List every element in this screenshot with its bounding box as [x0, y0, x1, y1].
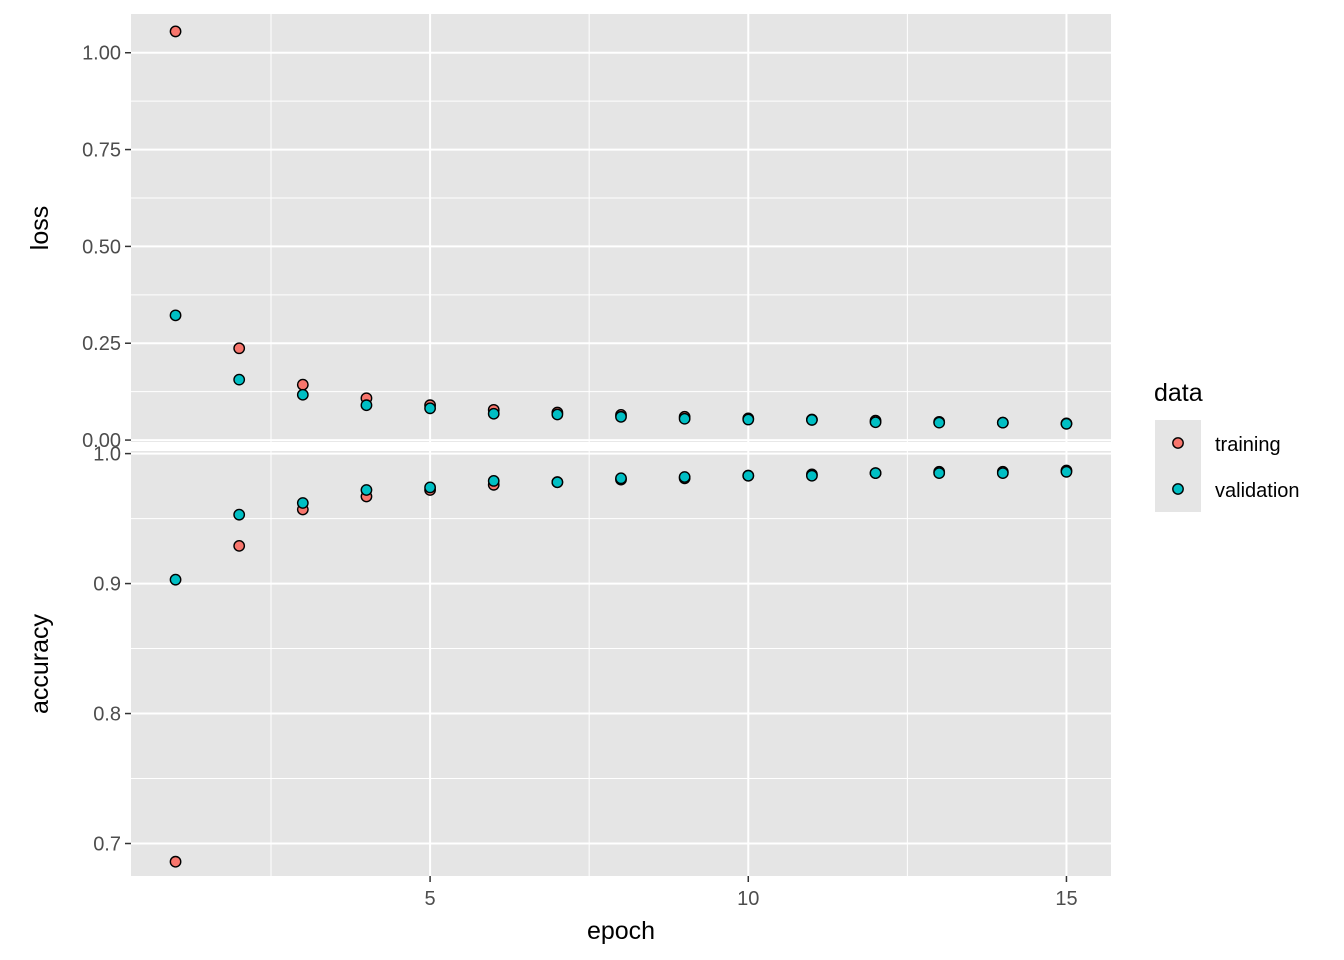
point-validation [615, 472, 627, 485]
y-tick-label: 0.00 [82, 430, 121, 452]
panel-background [131, 451, 1111, 876]
legend-key-training [1172, 437, 1184, 449]
point-validation [869, 416, 882, 429]
y-tick-label: 1.0 [93, 444, 121, 466]
y-tick-label: 1.00 [82, 43, 121, 65]
point-validation [424, 481, 436, 494]
legend: data training validation [1154, 379, 1300, 512]
point-validation [615, 410, 627, 423]
y-tick-label: 0.7 [93, 834, 121, 856]
point-validation [1060, 417, 1073, 430]
x-tick-label: 5 [425, 888, 436, 910]
x-axis-title: epoch [587, 917, 655, 945]
y-tick-label: 0.25 [82, 333, 121, 355]
accuracy-axis-title: accuracy [26, 613, 54, 714]
point-validation [360, 399, 373, 412]
point-validation [1060, 465, 1073, 478]
y-tick-label: 0.75 [82, 140, 121, 162]
x-tick-label: 10 [737, 888, 759, 910]
legend-title: data [1154, 379, 1203, 407]
point-validation [487, 407, 500, 420]
x-tick-label: 15 [1055, 888, 1077, 910]
legend-key-validation [1172, 483, 1184, 495]
legend-label-validation: validation [1215, 480, 1300, 502]
point-validation [296, 388, 309, 401]
point-training [296, 378, 309, 391]
point-validation [487, 474, 500, 487]
legend-label-training: training [1215, 434, 1281, 456]
loss-panel: 0.00 0.25 0.50 0.75 1.00 [82, 14, 1111, 452]
point-validation [551, 476, 564, 489]
point-validation [169, 309, 182, 322]
x-axis: 5 10 15 [425, 876, 1078, 910]
point-validation [933, 467, 946, 479]
point-validation [233, 373, 246, 386]
loss-axis-title: loss [26, 206, 54, 250]
point-validation [424, 402, 436, 415]
point-training [233, 539, 246, 552]
accuracy-panel: 0.7 0.8 0.9 1.0 [93, 444, 1111, 876]
panel-background [131, 14, 1111, 442]
y-tick-label: 0.8 [93, 704, 121, 726]
point-validation [678, 412, 691, 425]
point-validation [551, 408, 564, 421]
point-validation [996, 416, 1009, 429]
point-validation [296, 497, 309, 509]
point-validation [996, 467, 1009, 479]
point-validation [169, 573, 182, 586]
y-tick-label: 0.50 [82, 236, 121, 258]
point-training [169, 25, 182, 38]
point-training [233, 342, 246, 355]
point-training [169, 855, 182, 868]
y-tick-label: 0.9 [93, 574, 121, 596]
point-validation [742, 469, 755, 482]
point-validation [233, 508, 246, 521]
point-validation [742, 413, 755, 426]
point-validation [806, 469, 818, 482]
point-validation [806, 414, 818, 426]
point-validation [678, 471, 691, 483]
point-validation [869, 467, 882, 479]
point-validation [360, 484, 373, 496]
point-validation [933, 416, 946, 429]
